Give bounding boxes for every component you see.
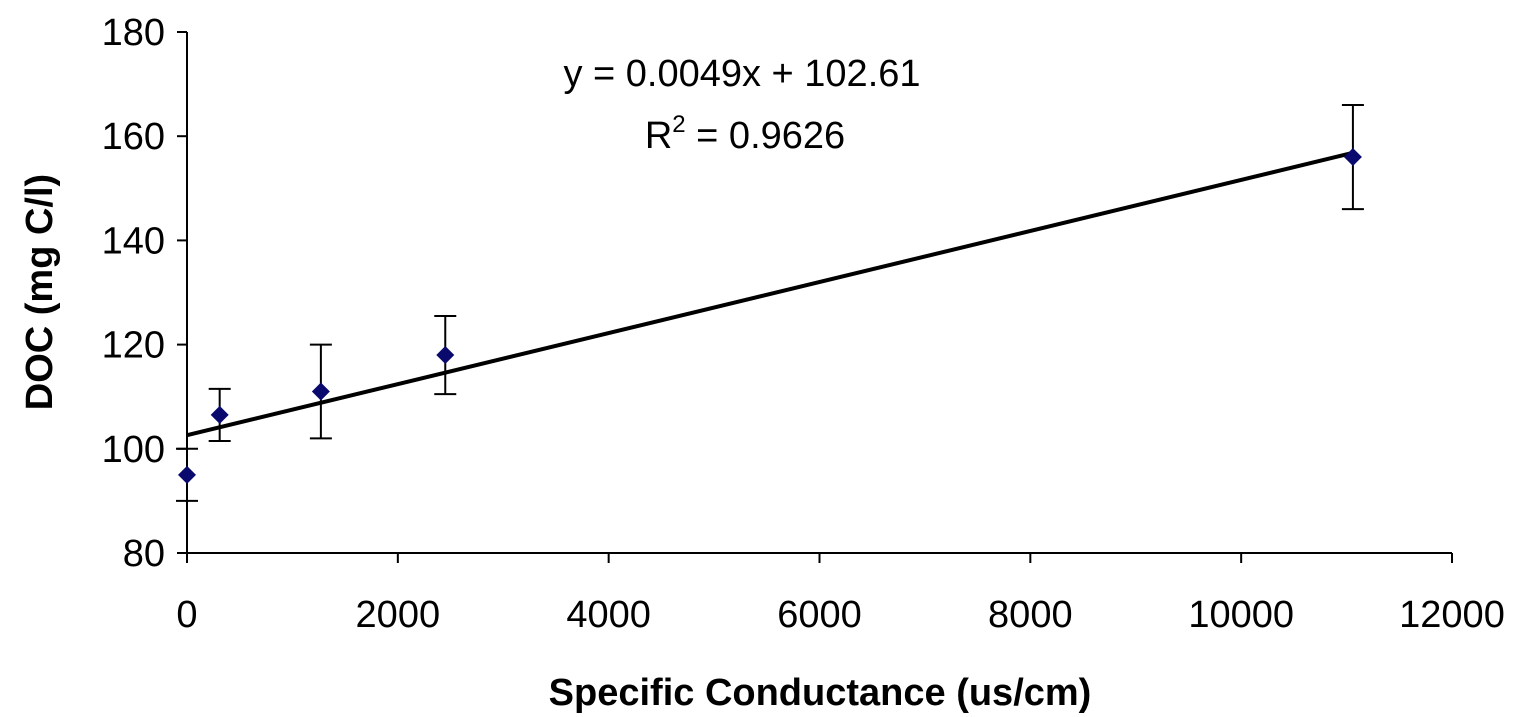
y-axis-title: DOC (mg C/l) [19,174,61,410]
y-tick-label: 120 [102,325,165,367]
x-tick-label: 2000 [356,594,441,636]
r-squared-value: = 0.9626 [686,115,846,157]
data-point [311,382,330,401]
x-tick-label: 8000 [988,594,1073,636]
data-point [178,465,196,484]
y-tick-label: 100 [102,429,165,471]
data-point [210,405,229,424]
axes [186,32,1452,554]
x-tick-label: 0 [176,594,197,636]
equation-label: y = 0.0049x + 102.61 [563,53,920,95]
ticks: 80 100 120 140 160 180 0 2000 4000 6000 8000 10000 1… [102,12,1505,636]
error-bars [176,103,1364,502]
x-axis-title: Specific Conductance (us/cm) [549,672,1092,714]
data-point [1343,148,1362,167]
y-tick-label: 80 [123,533,165,575]
trendline-group [186,150,1354,438]
y-tick-label: 140 [102,220,165,262]
x-tick-label: 12000 [1399,594,1505,636]
trendline [186,150,1354,438]
x-tick-label: 6000 [777,594,862,636]
x-tick-label: 4000 [566,594,651,636]
y-tick-label: 160 [102,116,165,158]
data-points [178,148,1362,484]
y-tick-label: 180 [102,12,165,54]
r-squared-prefix: R [645,115,672,157]
x-tick-label: 10000 [1188,594,1294,636]
r-squared-label: R2 = 0.9626 [645,111,845,157]
data-point [436,346,455,365]
r-squared-superscript: 2 [672,111,685,138]
